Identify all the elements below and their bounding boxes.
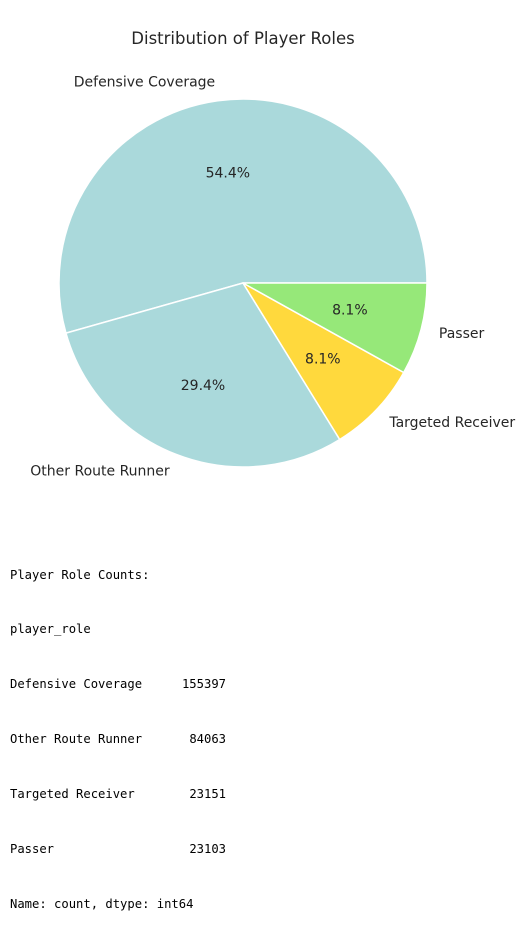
pie-slice: [58, 98, 428, 334]
console-output: Player Role Counts: player_role Defensiv…: [10, 529, 226, 932]
slice-percent-label: 29.4%: [181, 378, 225, 394]
console-row-key: Defensive Coverage: [10, 677, 143, 692]
console-row: Other Route Runner 84063: [10, 730, 226, 748]
console-index-name: player_role: [10, 622, 91, 637]
pie-labels: 54.4% Defensive Coverage 29.4% Other Route …: [30, 75, 515, 480]
slice-label: Defensive Coverage: [74, 75, 215, 91]
slice-label: Passer: [439, 326, 485, 342]
slice-percent-label: 54.4%: [206, 166, 250, 182]
console-row: Defensive Coverage 155397: [10, 675, 226, 693]
console-row-value: 155397: [181, 677, 226, 692]
console-footer: Name: count, dtype: int64: [10, 896, 194, 911]
console-row-value: 84063: [189, 732, 226, 747]
console-row-key: Other Route Runner: [10, 732, 143, 747]
console-row-value: 23151: [189, 787, 226, 802]
pie-slices: [58, 98, 428, 468]
slice-percent-label: 8.1%: [332, 303, 368, 319]
console-header: Player Role Counts:: [10, 567, 150, 582]
console-row-key: Passer: [10, 842, 55, 857]
console-row-key: Targeted Receiver: [10, 787, 135, 802]
pie-chart: Distribution of Player Roles 54.4% Defens…: [30, 29, 515, 480]
console-row: Passer 23103: [10, 840, 226, 858]
console-row-value: 23103: [189, 842, 226, 857]
pie-slice: [242, 282, 405, 441]
console-row: Targeted Receiver 23151: [10, 785, 226, 803]
slice-label: Other Route Runner: [30, 464, 170, 480]
slice-percent-label: 8.1%: [305, 351, 341, 367]
slice-label: Targeted Receiver: [388, 415, 515, 431]
pie-slice: [242, 282, 428, 374]
chart-title: Distribution of Player Roles: [131, 29, 354, 48]
